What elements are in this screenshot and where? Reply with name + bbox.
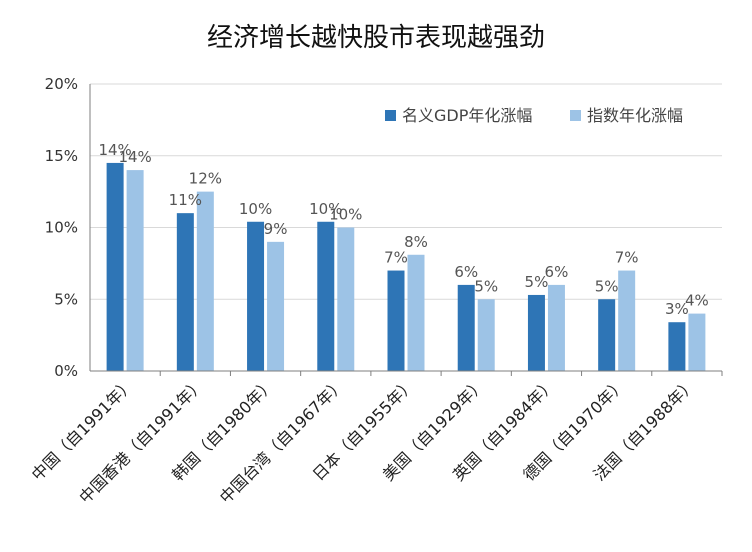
bars [106, 162, 706, 371]
bar [337, 227, 355, 371]
bar [457, 284, 475, 371]
gridlines [90, 83, 722, 300]
bar [126, 170, 144, 371]
bar [317, 221, 335, 371]
y-tick-label: 20% [45, 75, 78, 93]
y-tick-label: 0% [54, 362, 78, 380]
y-tick-label: 10% [45, 219, 78, 237]
data-label: 10% [239, 200, 272, 218]
x-axis: 中国（自1991年）中国香港（自1991年）韩国（自1980年）中国台湾（自19… [28, 370, 723, 507]
bar [176, 213, 194, 371]
bar [618, 270, 636, 371]
data-label: 5% [525, 273, 549, 291]
data-label: 14% [118, 148, 151, 166]
data-label: 5% [474, 277, 498, 295]
legend-swatch [385, 110, 396, 121]
y-tick-label: 5% [54, 290, 78, 308]
chart-title: 经济增长越快股市表现越强劲 [207, 23, 545, 53]
bar [477, 299, 495, 371]
data-label: 3% [665, 300, 689, 318]
data-label: 8% [404, 233, 428, 251]
legend-swatch [570, 110, 581, 121]
bar [547, 284, 565, 371]
bar [527, 294, 545, 371]
bar [247, 221, 265, 371]
data-label: 6% [545, 263, 569, 281]
bar [387, 270, 405, 371]
data-label: 9% [264, 220, 288, 238]
legend-label: 名义GDP年化涨幅 [402, 106, 532, 125]
data-label: 10% [309, 200, 342, 218]
bar [196, 191, 214, 371]
category-label: 中国台湾（自1967年） [216, 374, 349, 507]
data-label: 7% [384, 249, 408, 267]
data-label: 4% [685, 292, 709, 310]
legend-label: 指数年化涨幅 [587, 106, 683, 125]
data-label: 10% [329, 206, 362, 224]
bar [688, 313, 706, 371]
y-tick-label: 15% [45, 147, 78, 165]
data-label: 7% [615, 249, 639, 267]
bar [668, 322, 686, 371]
data-label: 12% [189, 170, 222, 188]
bar [106, 162, 124, 371]
category-label: 中国香港（自1991年） [75, 374, 208, 507]
data-labels: 14%14%11%12%10%9%10%10%7%8%6%5% 5%6%5%7%3… [98, 141, 708, 318]
y-axis: 0% 5% 10% 15% 20% [45, 75, 91, 380]
bar [267, 241, 285, 371]
bar [407, 254, 425, 371]
legend: 名义GDP年化涨幅 指数年化涨幅 [385, 106, 683, 125]
data-label: 6% [454, 263, 478, 281]
bar [598, 299, 616, 371]
data-label: 5% [595, 277, 619, 295]
data-label: 11% [169, 191, 202, 209]
data-label: 14% [98, 141, 131, 159]
